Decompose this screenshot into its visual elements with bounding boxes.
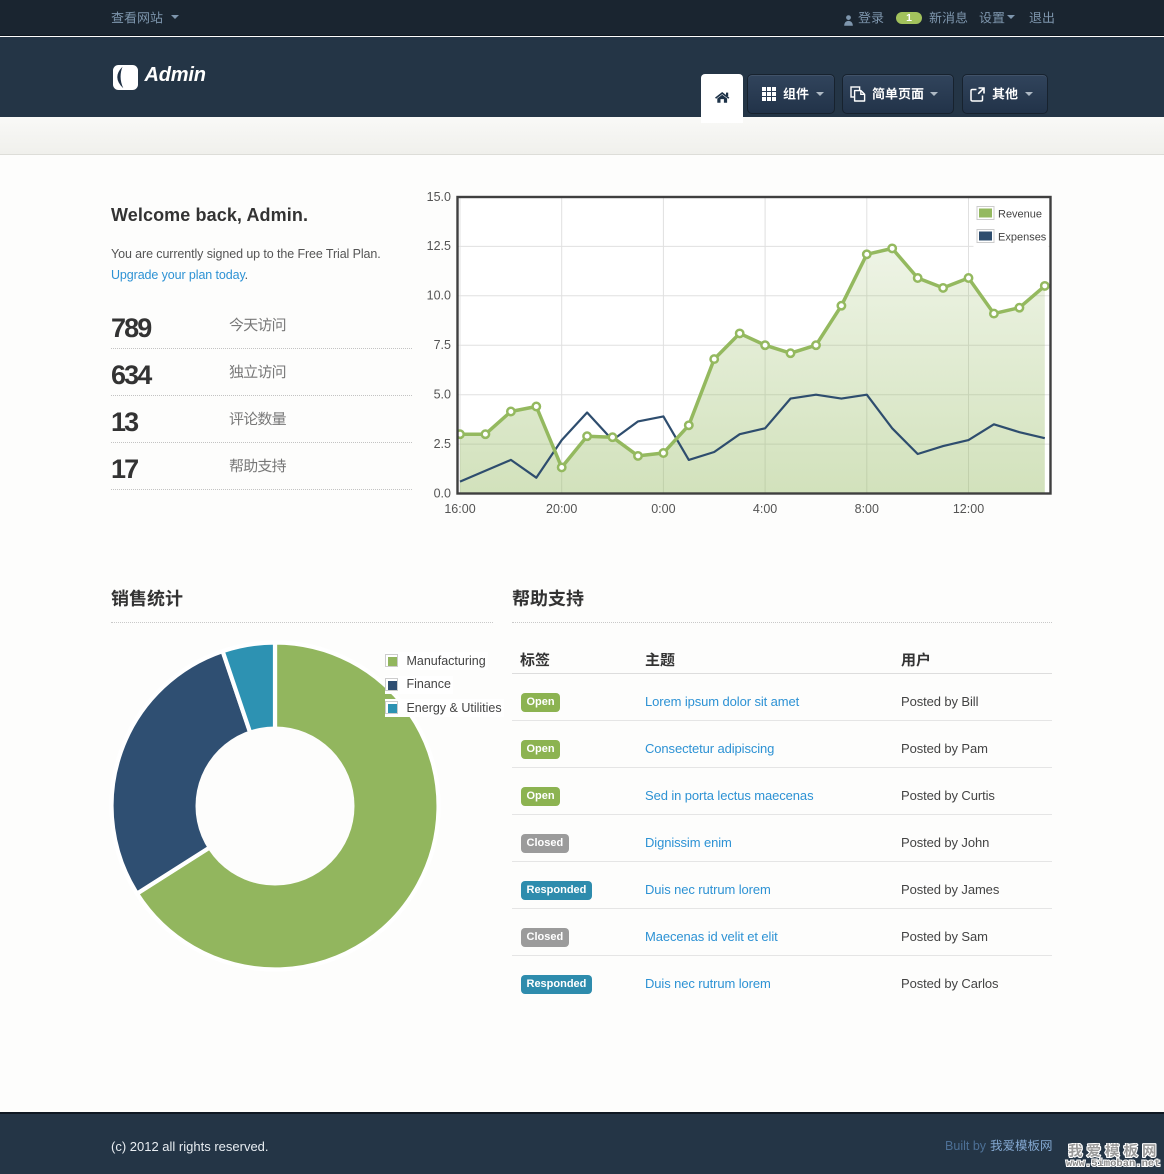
- svg-text:12.5: 12.5: [427, 239, 451, 253]
- svg-text:Expenses: Expenses: [998, 232, 1047, 244]
- svg-text:2.5: 2.5: [434, 437, 451, 451]
- svg-text:5.0: 5.0: [434, 387, 451, 401]
- svg-text:20:00: 20:00: [546, 502, 577, 516]
- svg-text:0.0: 0.0: [434, 486, 451, 500]
- svg-text:4:00: 4:00: [753, 502, 777, 516]
- svg-text:12:00: 12:00: [953, 502, 984, 516]
- svg-text:8:00: 8:00: [855, 502, 879, 516]
- svg-text:7.5: 7.5: [434, 338, 451, 352]
- svg-text:10.0: 10.0: [427, 289, 451, 303]
- svg-text:0:00: 0:00: [651, 502, 675, 516]
- svg-text:Revenue: Revenue: [998, 209, 1042, 221]
- svg-text:15.0: 15.0: [427, 190, 451, 204]
- svg-text:16:00: 16:00: [444, 502, 475, 516]
